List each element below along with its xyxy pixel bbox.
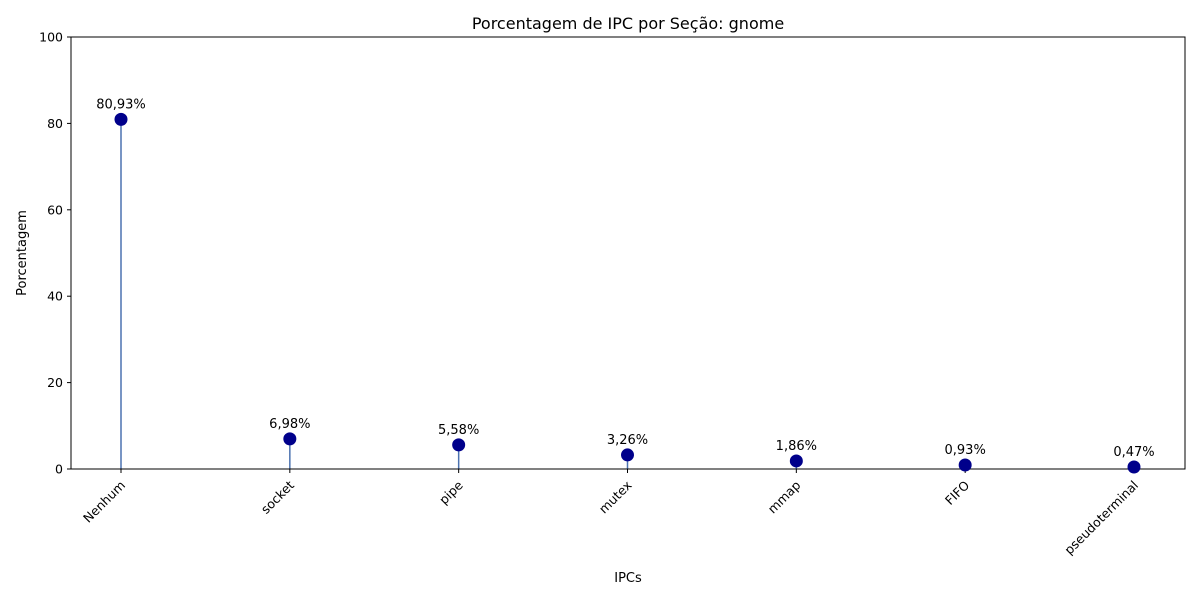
data-label-mmap: 1,86%	[776, 439, 817, 454]
y-tick-label: 60	[47, 202, 63, 217]
x-tick-label-pipe: pipe	[436, 477, 466, 507]
x-tick-label-mutex: mutex	[596, 478, 635, 517]
marker-socket	[283, 432, 297, 446]
data-label-pipe: 5,58%	[438, 423, 479, 438]
data-label-socket: 6,98%	[269, 417, 310, 432]
y-tick-label: 100	[39, 30, 63, 45]
x-tick-label-nenhum: Nenhum	[80, 478, 128, 526]
y-tick-label: 0	[55, 462, 63, 477]
x-tick-label-pseudoterminal: pseudoterminal	[1061, 478, 1141, 558]
chart-title: Porcentagem de IPC por Seção: gnome	[472, 14, 784, 33]
data-label-fifo: 0,93%	[945, 443, 986, 458]
marker-fifo	[958, 458, 972, 472]
data-label-pseudoterminal: 0,47%	[1113, 445, 1154, 460]
marker-mutex	[621, 448, 634, 462]
x-axis-label: IPCs	[614, 571, 642, 586]
marker-mmap	[789, 454, 803, 468]
plot-area: 0 20 40 60 80 100 Nenhum socket pipe mutex mmap FIF…	[39, 30, 1186, 558]
marker-pseudoterminal	[1127, 460, 1141, 474]
x-tick-label-fifo: FIFO	[942, 477, 972, 507]
axes-frame	[70, 36, 1186, 470]
y-tick-label: 20	[47, 375, 63, 390]
y-tick-label: 40	[47, 289, 63, 304]
y-tick-label: 80	[47, 116, 63, 131]
x-tick-label-socket: socket	[258, 477, 297, 516]
marker-pipe	[452, 438, 466, 452]
y-axis-label: Porcentagem	[15, 210, 30, 296]
data-label-nenhum: 80,93%	[96, 97, 146, 112]
data-label-mutex: 3,26%	[607, 433, 648, 448]
marker-nenhum	[114, 112, 128, 126]
x-tick-label-mmap: mmap	[765, 477, 804, 516]
